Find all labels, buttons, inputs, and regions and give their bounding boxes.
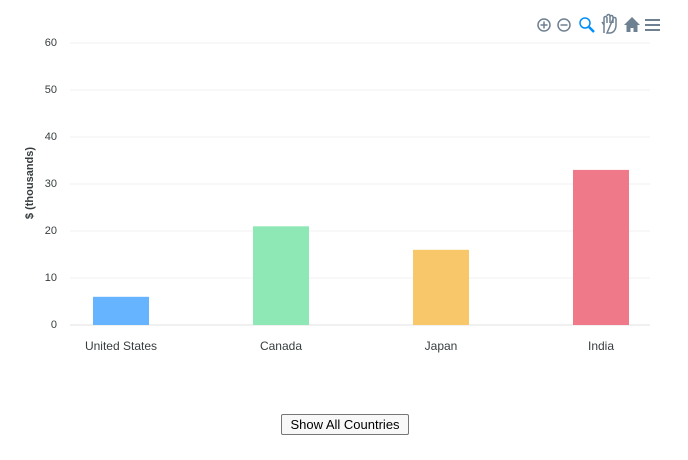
show-all-button[interactable]: Show All Countries	[281, 414, 409, 435]
bar	[93, 296, 149, 325]
bar	[573, 169, 629, 325]
zoom-in[interactable]	[537, 18, 551, 32]
y-tick-label: 60	[45, 37, 57, 49]
pan[interactable]	[601, 13, 617, 34]
y-tick-label: 30	[45, 178, 57, 190]
y-tick-label: 10	[45, 272, 57, 284]
bar	[253, 226, 309, 325]
bar	[413, 249, 469, 325]
selection-zoom[interactable]	[579, 17, 595, 33]
x-tick-label: Canada	[260, 339, 302, 353]
chart: $ (thousands) 0 10 20 30 40 50 60 United States…	[24, 13, 660, 353]
y-tick-label: 0	[51, 319, 57, 331]
y-tick-label: 20	[45, 225, 57, 237]
y-axis-title: $ (thousands)	[24, 147, 36, 219]
toolbar	[537, 13, 660, 34]
y-tick-label: 50	[45, 84, 57, 96]
x-tick-label: India	[588, 339, 614, 353]
menu[interactable]	[645, 19, 660, 31]
x-tick-label: United States	[85, 339, 157, 353]
x-tick-label: Japan	[425, 339, 458, 353]
zoom-out[interactable]	[557, 18, 571, 32]
reset[interactable]	[624, 17, 640, 32]
y-tick-label: 40	[45, 131, 57, 143]
